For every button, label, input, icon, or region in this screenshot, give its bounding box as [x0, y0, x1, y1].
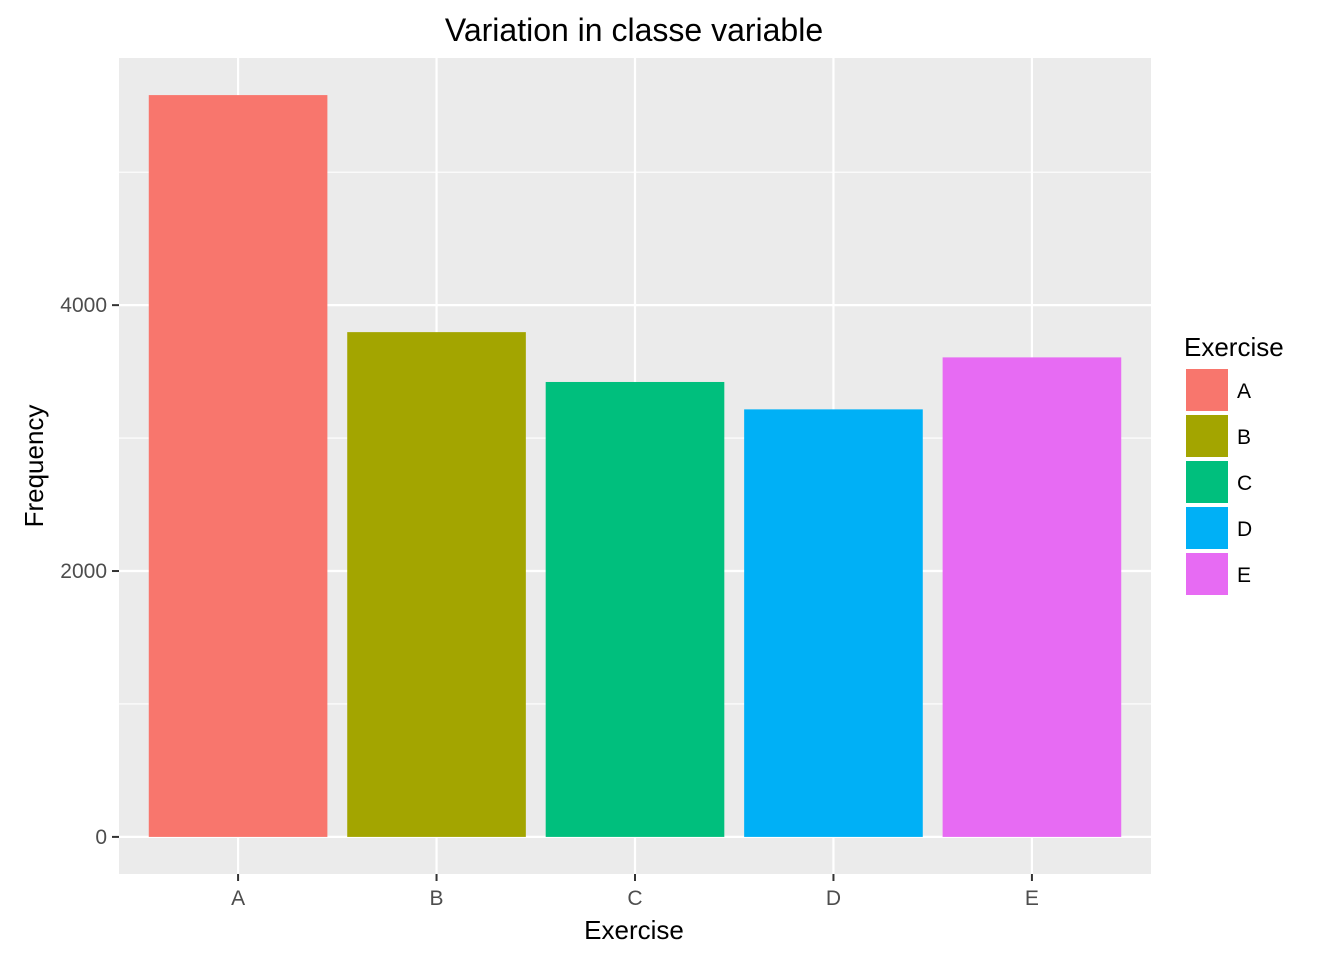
legend-label-e: E — [1237, 564, 1251, 587]
x-tick-label: A — [231, 887, 245, 910]
y-axis: 0 2000 4000 — [60, 294, 119, 849]
legend-key-d — [1186, 507, 1228, 549]
x-axis: A B C D E — [231, 874, 1039, 910]
legend-title: Exercise — [1184, 332, 1284, 362]
y-axis-title: Frequency — [19, 405, 49, 528]
legend-key-c — [1186, 461, 1228, 503]
y-tick-label: 0 — [95, 826, 107, 849]
bars — [148, 95, 1122, 837]
x-tick-label: B — [430, 887, 444, 910]
legend-key-a — [1186, 369, 1228, 411]
x-tick-label: C — [627, 887, 642, 910]
bar-d — [744, 409, 923, 837]
bar-b — [347, 332, 526, 837]
bar-a — [148, 95, 328, 837]
bar-c — [545, 381, 725, 837]
x-tick-label: D — [826, 887, 841, 910]
legend-label-c: C — [1237, 472, 1252, 495]
legend-label-d: D — [1237, 518, 1252, 541]
legend-key-b — [1186, 415, 1228, 457]
x-axis-title: Exercise — [584, 915, 684, 945]
legend-key-e — [1186, 553, 1228, 595]
x-tick-label: E — [1025, 887, 1039, 910]
y-tick-label: 2000 — [60, 560, 107, 583]
bar-e — [942, 357, 1122, 837]
legend-label-b: B — [1237, 426, 1251, 449]
legend-label-a: A — [1237, 380, 1251, 403]
y-tick-label: 4000 — [60, 294, 107, 317]
chart-title: Variation in classe variable — [445, 12, 823, 48]
